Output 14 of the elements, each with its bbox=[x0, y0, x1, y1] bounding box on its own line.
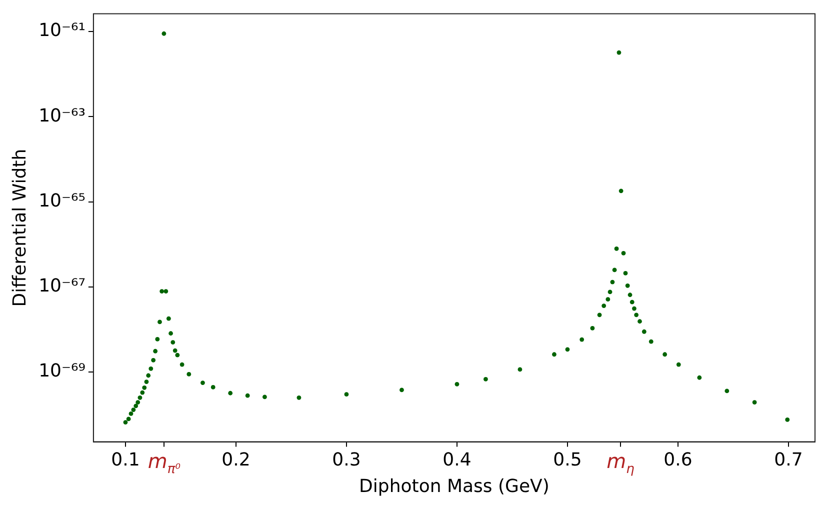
y-tick-label: 10⁻⁶¹ bbox=[38, 20, 86, 42]
x-tick-label: 0.6 bbox=[664, 449, 692, 470]
x-axis-title: Diphoton Mass (GeV) bbox=[359, 476, 550, 497]
x-tick-label: 0.2 bbox=[222, 449, 250, 470]
y-tick-label: 10⁻⁶⁷ bbox=[38, 276, 86, 297]
y-tick-label: 10⁻⁶⁵ bbox=[38, 190, 86, 212]
y-tick-label: 10⁻⁶⁹ bbox=[38, 360, 86, 382]
y-tick-label: 10⁻⁶³ bbox=[38, 105, 86, 126]
x-tick-label: 0.3 bbox=[332, 449, 361, 470]
x-tick-label: 0.4 bbox=[442, 449, 472, 470]
x-tick-label: 0.1 bbox=[111, 449, 140, 470]
x-tick-label: 0.5 bbox=[553, 449, 582, 470]
y-axis-title: Differential Width bbox=[9, 148, 30, 307]
x-tick-label: 0.7 bbox=[774, 449, 803, 470]
